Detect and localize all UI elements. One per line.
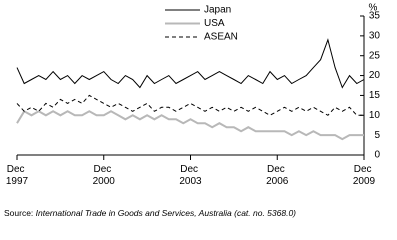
y-tick-label: 20 xyxy=(369,70,381,81)
x-tick-label: Dec 2009 xyxy=(353,164,376,187)
series-line xyxy=(16,38,365,89)
y-tick-label: 30 xyxy=(369,30,381,41)
y-tick-label: 5 xyxy=(374,130,380,141)
legend-label: ASEAN xyxy=(204,32,238,43)
series-line xyxy=(16,109,364,141)
y-tick-label: 0 xyxy=(374,150,380,161)
legend-label: Japan xyxy=(204,5,231,16)
source-label: Source: xyxy=(4,208,33,218)
source-text: International Trade in Goods and Service… xyxy=(36,208,297,218)
chart: % Source: International Trade in Goods a… xyxy=(4,3,381,219)
series-line xyxy=(16,94,364,116)
y-tick-label: 10 xyxy=(369,110,381,121)
x-tick-label: Dec 2000 xyxy=(93,164,116,187)
y-tick-label: 15 xyxy=(369,90,381,101)
x-tick-label: Dec 2003 xyxy=(179,164,202,187)
y-axis-label: % xyxy=(369,3,378,14)
y-tick-label: 35 xyxy=(369,11,381,22)
x-tick-label: Dec 1997 xyxy=(6,164,29,187)
y-tick-label: 25 xyxy=(369,50,381,61)
source: Source: International Trade in Goods and… xyxy=(4,208,296,218)
legend-label: USA xyxy=(204,18,225,29)
x-tick-label: Dec 2006 xyxy=(266,164,289,187)
